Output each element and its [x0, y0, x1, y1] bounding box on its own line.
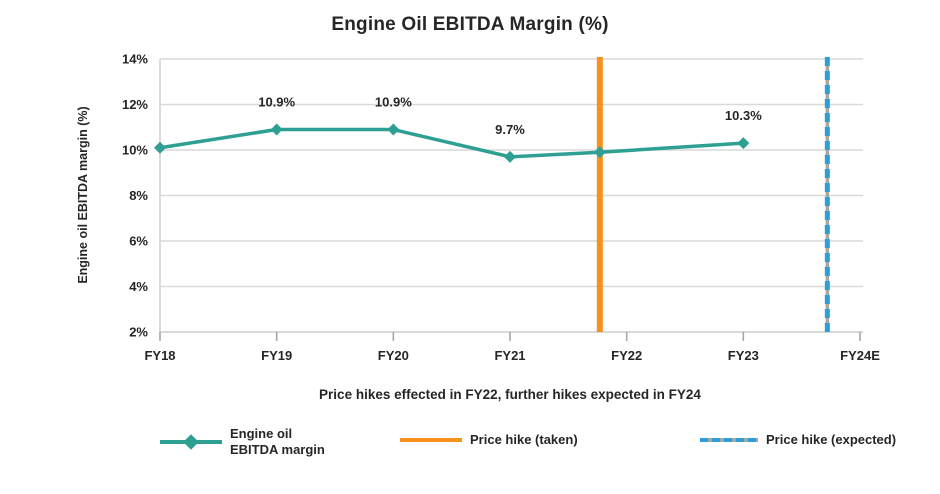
data-label: 10.9% — [375, 95, 412, 110]
series-line — [159, 127, 744, 159]
line-chart-plot-area: 14% 12% 10% 8% 6% 4% 2% FY18 FY19 FY20 FY21 FY22 FY2… — [122, 52, 880, 364]
y-axis-tick-label: 2% — [129, 325, 148, 340]
chart-title: Engine Oil EBITDA Margin (%) — [331, 14, 609, 35]
series-point-diamond — [387, 123, 400, 136]
diamond-marker-icon — [183, 433, 199, 450]
blue-dashed-line-icon — [700, 437, 758, 442]
x-axis-tick-label: FY19 — [261, 348, 292, 363]
data-label: 10.9% — [258, 95, 295, 110]
legend-item-series: Engine oil EBITDA margin — [160, 426, 325, 457]
x-axis-tick-label: FY20 — [378, 348, 409, 363]
legend-label-series-line1: Engine oil — [230, 426, 293, 441]
legend-label-price-hike-expected: Price hike (expected) — [766, 432, 897, 447]
series-point-diamond — [270, 123, 283, 136]
legend-item-price-hike-taken: Price hike (taken) — [400, 432, 578, 448]
series-point-diamond — [737, 137, 750, 150]
orange-solid-line-icon — [400, 437, 462, 442]
legend-item-price-hike-expected: Price hike (expected) — [700, 432, 896, 448]
x-axis-tick-label: FY21 — [494, 348, 525, 363]
series-point-diamond — [154, 141, 166, 154]
y-axis-tick-label: 8% — [129, 188, 148, 203]
x-axis-tick-label: FY22 — [611, 348, 642, 363]
y-axis-tick-label: 6% — [129, 234, 148, 249]
x-axis-tick-label: FY23 — [728, 348, 759, 363]
x-axis-tick-label: FY24E — [840, 348, 880, 363]
x-axis-tick-label: FY18 — [144, 348, 175, 363]
y-axis-tick-label: 10% — [122, 143, 148, 158]
legend-label-price-hike-taken: Price hike (taken) — [470, 432, 578, 447]
series-point-diamond — [504, 150, 516, 163]
data-label: 9.7% — [495, 122, 525, 137]
series-point-diamond — [593, 146, 606, 159]
teal-line-diamond-icon — [160, 433, 222, 450]
data-label: 10.3% — [725, 108, 762, 123]
x-axis-caption: Price hikes effected in FY22, further hi… — [319, 387, 701, 402]
chart-legend: Engine oil EBITDA margin Price hike (tak… — [0, 414, 940, 474]
legend-label-series: Engine oil EBITDA margin — [230, 426, 325, 457]
legend-label-series-line2: EBITDA margin — [230, 441, 325, 457]
y-axis-tick-label: 14% — [122, 52, 148, 67]
y-axis-tick-label: 12% — [122, 97, 148, 112]
y-axis-tick-label: 4% — [129, 279, 148, 294]
